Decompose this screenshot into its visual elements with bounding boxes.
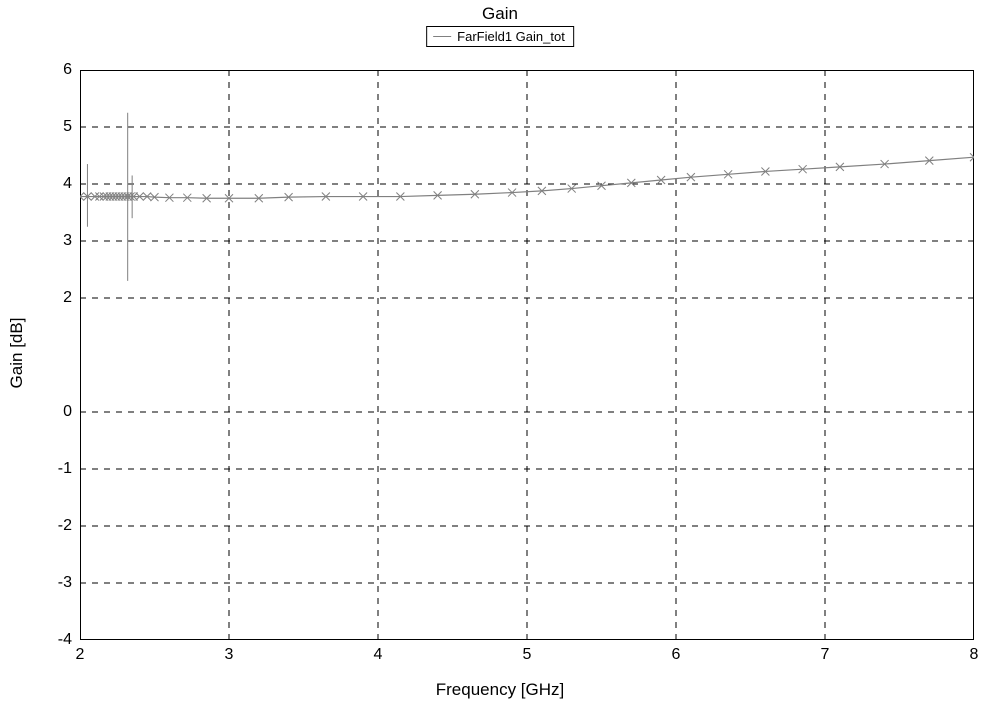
y-tick-label: 5 xyxy=(63,118,72,136)
x-tick-label: 2 xyxy=(76,646,85,664)
x-tick-label: 8 xyxy=(970,646,979,664)
y-tick-label: -2 xyxy=(58,517,72,535)
x-tick-label: 7 xyxy=(821,646,830,664)
legend-label: FarField1 Gain_tot xyxy=(457,29,565,44)
x-tick-label: 4 xyxy=(374,646,383,664)
y-tick-label: 3 xyxy=(63,232,72,250)
y-tick-label: 0 xyxy=(63,403,72,421)
x-axis-label: Frequency [GHz] xyxy=(0,680,1000,700)
y-axis-label: Gain [dB] xyxy=(7,318,27,389)
legend-line-icon xyxy=(433,36,451,37)
plot-area xyxy=(80,70,974,640)
chart-title: Gain xyxy=(0,4,1000,24)
y-tick-label: 4 xyxy=(63,175,72,193)
x-tick-label: 3 xyxy=(225,646,234,664)
legend-box: FarField1 Gain_tot xyxy=(426,26,574,47)
x-tick-label: 5 xyxy=(523,646,532,664)
chart-container: Gain FarField1 Gain_tot Gain [dB] Freque… xyxy=(0,0,1000,706)
y-tick-label: -1 xyxy=(58,460,72,478)
y-tick-label: -3 xyxy=(58,574,72,592)
x-tick-label: 6 xyxy=(672,646,681,664)
y-tick-label: -4 xyxy=(58,631,72,649)
y-tick-label: 6 xyxy=(63,61,72,79)
y-tick-label: 2 xyxy=(63,289,72,307)
